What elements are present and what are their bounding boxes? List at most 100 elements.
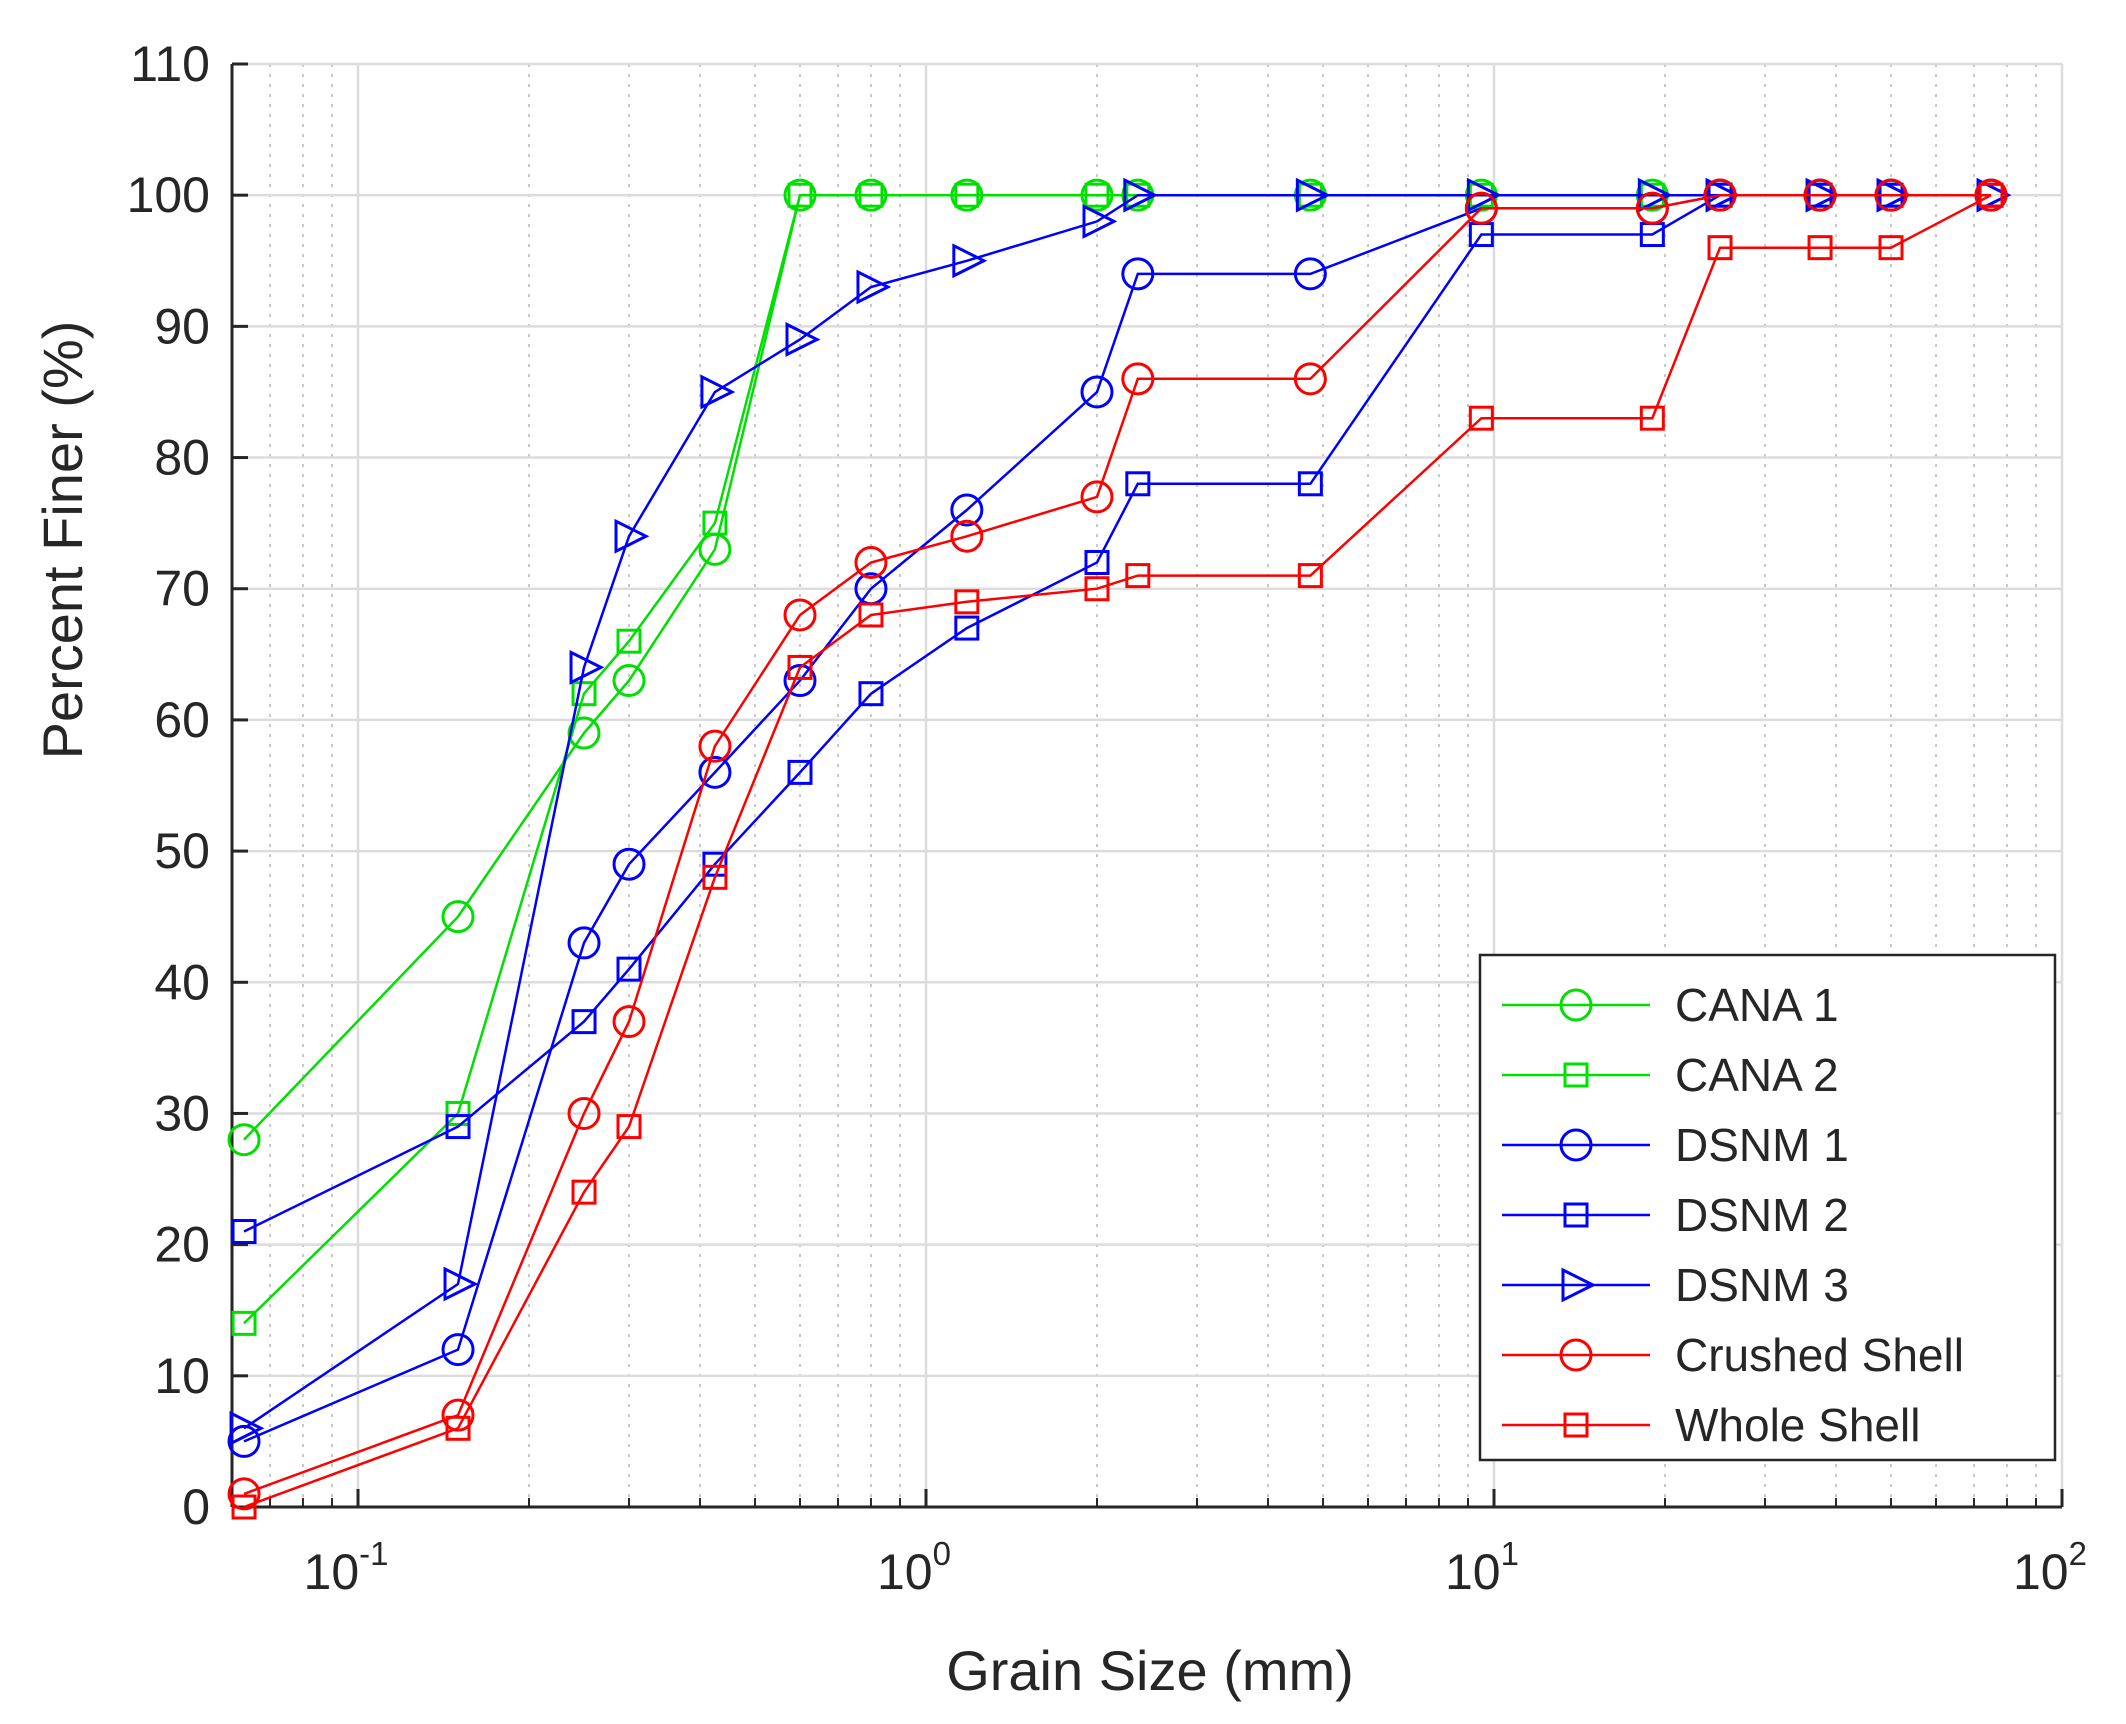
- legend-entry-dsnm-1: DSNM 1: [1502, 1119, 1849, 1171]
- data-point-dsnm-3: [1123, 177, 1159, 213]
- data-point-crushed-shell: [1635, 191, 1669, 225]
- legend-entry-dsnm-3: DSNM 3: [1502, 1259, 1849, 1311]
- x-tick-label: 101: [1445, 1535, 1519, 1600]
- data-point-dsnm-3: [952, 243, 988, 279]
- data-point-cana-2: [1084, 182, 1110, 208]
- legend-label: DSNM 2: [1675, 1189, 1849, 1241]
- y-tick-label: 90: [154, 298, 210, 354]
- data-point-cana-2: [858, 182, 884, 208]
- data-point-cana-2: [616, 628, 642, 654]
- data-point-crushed-shell: [1121, 362, 1155, 396]
- y-tick-label: 0: [182, 1479, 210, 1535]
- data-point-dsnm-3: [1705, 177, 1741, 213]
- data-point-whole-shell: [1978, 182, 2004, 208]
- data-point-dsnm-3: [856, 269, 892, 305]
- data-point-dsnm-1: [441, 1333, 475, 1367]
- legend-entry-crushed-shell: Crushed Shell: [1502, 1329, 1964, 1381]
- data-point-crushed-shell: [227, 1477, 261, 1511]
- legend-label: DSNM 1: [1675, 1119, 1849, 1171]
- data-point-whole-shell: [1639, 405, 1665, 431]
- data-point-whole-shell: [1468, 405, 1494, 431]
- data-point-cana-1: [227, 1123, 261, 1157]
- data-point-dsnm-3: [614, 518, 650, 554]
- data-point-dsnm-2: [445, 1114, 471, 1140]
- y-tick-label: 10: [154, 1348, 210, 1404]
- legend-label: Crushed Shell: [1675, 1329, 1964, 1381]
- data-point-dsnm-2: [1297, 471, 1323, 497]
- data-point-whole-shell: [445, 1415, 471, 1441]
- x-axis-title: Grain Size (mm): [946, 1639, 1354, 1702]
- data-point-dsnm-2: [1084, 549, 1110, 575]
- data-point-dsnm-1: [1080, 375, 1114, 409]
- data-point-cana-1: [612, 664, 646, 698]
- data-point-whole-shell: [571, 1179, 597, 1205]
- legend-box: [1478, 953, 2057, 1462]
- y-tick-label: 80: [154, 430, 210, 486]
- data-point-crushed-shell: [1080, 480, 1114, 514]
- data-point-crushed-shell: [783, 598, 817, 632]
- legend-label: CANA 2: [1675, 1049, 1839, 1101]
- data-point-crushed-shell: [1464, 191, 1498, 225]
- y-tick-label: 110: [130, 36, 210, 92]
- y-tick-label: 40: [154, 954, 210, 1010]
- data-point-cana-1: [567, 716, 601, 750]
- legend-marker: [1561, 1267, 1597, 1303]
- data-point-whole-shell: [1707, 235, 1733, 261]
- data-point-whole-shell: [1125, 563, 1151, 589]
- x-tick-label: 10-1: [304, 1535, 389, 1600]
- y-tick-label: 50: [154, 823, 210, 879]
- legend-label: DSNM 3: [1675, 1259, 1849, 1311]
- series-line-whole-shell: [243, 194, 1992, 1509]
- data-point-dsnm-2: [231, 1219, 257, 1245]
- data-point-crushed-shell: [1703, 178, 1737, 212]
- legend-label: Whole Shell: [1675, 1399, 1920, 1451]
- data-point-crushed-shell: [1803, 178, 1837, 212]
- data-point-dsnm-1: [950, 493, 984, 527]
- x-tick-label: 102: [2013, 1535, 2087, 1600]
- data-point-dsnm-1: [783, 664, 817, 698]
- series-line-crushed-shell: [243, 193, 1991, 1496]
- legend-marker: [1559, 1338, 1593, 1372]
- legend: CANA 1 CANA 2 DSNM 1 DSNM 2 DSNM 3 Crushed Sh…: [1478, 953, 2057, 1462]
- data-point-whole-shell: [858, 602, 884, 628]
- data-point-dsnm-2: [571, 1009, 597, 1035]
- data-point-cana-1: [441, 900, 475, 934]
- legend-marker: [1563, 1062, 1589, 1088]
- data-point-dsnm-1: [1293, 257, 1327, 291]
- data-point-cana-2: [702, 510, 728, 536]
- data-point-whole-shell: [1878, 235, 1904, 261]
- data-point-cana-2: [231, 1310, 257, 1336]
- legend-marker: [1559, 1128, 1593, 1162]
- data-point-dsnm-3: [1466, 177, 1502, 213]
- y-tick-label: 70: [154, 561, 210, 617]
- x-tick-label: 100: [877, 1535, 951, 1600]
- y-tick-label: 60: [154, 692, 210, 748]
- data-point-dsnm-2: [787, 759, 813, 785]
- data-point-dsnm-1: [612, 847, 646, 881]
- data-point-dsnm-3: [229, 1410, 265, 1446]
- data-point-whole-shell: [954, 589, 980, 615]
- data-point-crushed-shell: [698, 729, 732, 763]
- data-point-whole-shell: [702, 864, 728, 890]
- data-point-cana-2: [445, 1100, 471, 1126]
- data-point-crushed-shell: [567, 1096, 601, 1130]
- legend-entry-dsnm-2: DSNM 2: [1502, 1189, 1849, 1241]
- data-point-dsnm-1: [567, 926, 601, 960]
- data-point-dsnm-3: [1637, 177, 1673, 213]
- data-point-crushed-shell: [854, 545, 888, 579]
- y-tick-label: 100: [127, 167, 210, 223]
- data-point-cana-2: [954, 182, 980, 208]
- data-point-crushed-shell: [1293, 362, 1327, 396]
- data-point-dsnm-3: [1082, 203, 1118, 239]
- y-tick-label: 20: [154, 1217, 210, 1273]
- data-point-dsnm-1: [227, 1424, 261, 1458]
- legend-entry-cana-2: CANA 2: [1502, 1049, 1839, 1101]
- series-group: [227, 177, 2012, 1520]
- data-point-crushed-shell: [950, 519, 984, 553]
- data-point-whole-shell: [787, 654, 813, 680]
- series-whole-shell: [231, 182, 2004, 1520]
- legend-label: CANA 1: [1675, 979, 1839, 1031]
- series-crushed-shell: [227, 178, 2008, 1511]
- data-point-dsnm-2: [616, 956, 642, 982]
- data-point-dsnm-3: [569, 650, 605, 685]
